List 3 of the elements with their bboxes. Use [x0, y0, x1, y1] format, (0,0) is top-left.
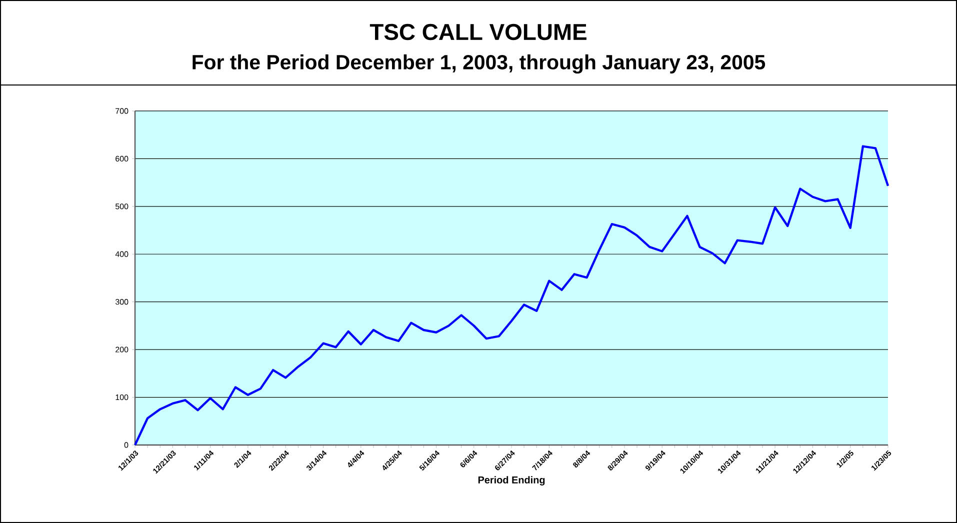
chart-subtitle: For the Period December 1, 2003, through January 23, 2005 [192, 54, 766, 74]
chart-title: TSC CALL VOLUME [370, 24, 586, 40]
x-axis-title: Period Ending [478, 476, 545, 486]
